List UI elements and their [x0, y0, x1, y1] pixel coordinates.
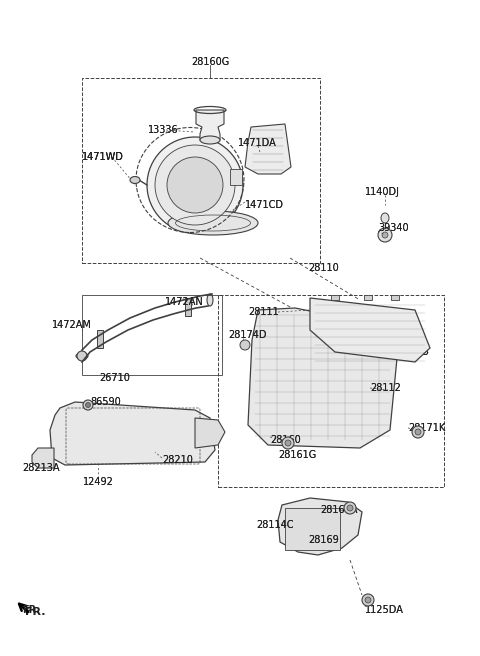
- Text: 28174D: 28174D: [228, 330, 266, 340]
- Text: 28111: 28111: [248, 307, 279, 317]
- Text: 28111: 28111: [248, 307, 279, 317]
- Text: 1472AN: 1472AN: [165, 297, 204, 307]
- Text: 28114C: 28114C: [256, 520, 293, 530]
- Text: 28171K: 28171K: [408, 423, 445, 433]
- Text: 28160A: 28160A: [320, 505, 358, 515]
- Text: 1471WD: 1471WD: [82, 152, 124, 162]
- Circle shape: [344, 502, 356, 514]
- Text: 39340: 39340: [378, 223, 408, 233]
- Polygon shape: [32, 448, 54, 468]
- Text: 1472AM: 1472AM: [52, 320, 92, 330]
- Circle shape: [382, 232, 388, 238]
- Circle shape: [240, 340, 250, 350]
- Text: FR.: FR.: [22, 605, 40, 615]
- Text: 28114C: 28114C: [256, 520, 293, 530]
- Text: 1471DA: 1471DA: [238, 138, 277, 148]
- Circle shape: [83, 400, 93, 410]
- Circle shape: [347, 505, 353, 511]
- Text: 28160G: 28160G: [191, 57, 229, 67]
- Text: 1472AN: 1472AN: [165, 297, 204, 307]
- Bar: [364, 295, 372, 300]
- Text: 1140DJ: 1140DJ: [365, 187, 400, 197]
- Circle shape: [365, 597, 371, 603]
- Circle shape: [85, 403, 91, 407]
- Text: 28161G: 28161G: [278, 450, 316, 460]
- Text: 1125DA: 1125DA: [365, 605, 404, 615]
- Circle shape: [147, 137, 243, 233]
- Text: 28112: 28112: [370, 383, 401, 393]
- Text: 28169: 28169: [308, 535, 339, 545]
- Polygon shape: [245, 124, 291, 174]
- Ellipse shape: [168, 211, 258, 235]
- Bar: [391, 295, 399, 300]
- Polygon shape: [310, 298, 430, 362]
- Text: 28113: 28113: [398, 347, 429, 357]
- Ellipse shape: [207, 294, 213, 306]
- Text: 86590: 86590: [90, 397, 121, 407]
- Text: 28160G: 28160G: [191, 57, 229, 67]
- Circle shape: [378, 228, 392, 242]
- Text: 28213A: 28213A: [22, 463, 60, 473]
- Text: 1471DA: 1471DA: [238, 138, 277, 148]
- Text: 1125DA: 1125DA: [365, 605, 404, 615]
- Bar: [331, 295, 339, 300]
- Polygon shape: [196, 110, 224, 140]
- Text: 28161G: 28161G: [278, 450, 316, 460]
- Circle shape: [167, 157, 223, 213]
- Polygon shape: [50, 402, 215, 465]
- Text: 28112: 28112: [370, 383, 401, 393]
- Ellipse shape: [381, 213, 389, 223]
- Bar: [82, 295, 222, 375]
- Text: 28110: 28110: [308, 263, 339, 273]
- Text: FR.: FR.: [25, 607, 46, 617]
- Text: 39340: 39340: [378, 223, 408, 233]
- Text: 1472AM: 1472AM: [52, 320, 92, 330]
- Polygon shape: [195, 418, 225, 448]
- Bar: [218, 295, 444, 487]
- Polygon shape: [248, 308, 398, 448]
- Text: 28210: 28210: [162, 455, 193, 465]
- Text: 26710: 26710: [99, 373, 131, 383]
- Text: 1471CD: 1471CD: [245, 200, 284, 210]
- Bar: [97, 330, 103, 348]
- Text: 1471CD: 1471CD: [245, 200, 284, 210]
- Text: 28213A: 28213A: [22, 463, 60, 473]
- Text: 13336: 13336: [148, 125, 179, 135]
- Text: 28171K: 28171K: [408, 423, 445, 433]
- Text: 86590: 86590: [90, 397, 121, 407]
- Text: 28110: 28110: [308, 263, 339, 273]
- Text: 26710: 26710: [99, 373, 131, 383]
- Circle shape: [77, 351, 87, 361]
- Text: 13336: 13336: [148, 125, 179, 135]
- Circle shape: [282, 437, 294, 449]
- Bar: [82, 78, 320, 263]
- Text: 1471WD: 1471WD: [82, 152, 124, 162]
- Text: 28174D: 28174D: [228, 330, 266, 340]
- Text: 12492: 12492: [83, 477, 113, 487]
- Text: 28113: 28113: [398, 347, 429, 357]
- Bar: [185, 298, 191, 316]
- Ellipse shape: [130, 176, 140, 184]
- Text: 28160A: 28160A: [320, 505, 358, 515]
- Text: 28160: 28160: [270, 435, 301, 445]
- Text: 28210: 28210: [162, 455, 193, 465]
- Text: 12492: 12492: [83, 477, 113, 487]
- Circle shape: [362, 594, 374, 606]
- Circle shape: [155, 145, 235, 225]
- Circle shape: [412, 426, 424, 438]
- Ellipse shape: [200, 136, 220, 144]
- Text: 1140DJ: 1140DJ: [365, 187, 400, 197]
- Text: 28169: 28169: [308, 535, 339, 545]
- Text: 1471WD: 1471WD: [82, 152, 124, 162]
- Ellipse shape: [76, 353, 88, 359]
- Text: 28160: 28160: [270, 435, 301, 445]
- Polygon shape: [278, 498, 362, 555]
- Circle shape: [285, 440, 291, 446]
- Bar: [230, 169, 242, 185]
- Bar: [285, 508, 340, 550]
- Circle shape: [415, 429, 421, 435]
